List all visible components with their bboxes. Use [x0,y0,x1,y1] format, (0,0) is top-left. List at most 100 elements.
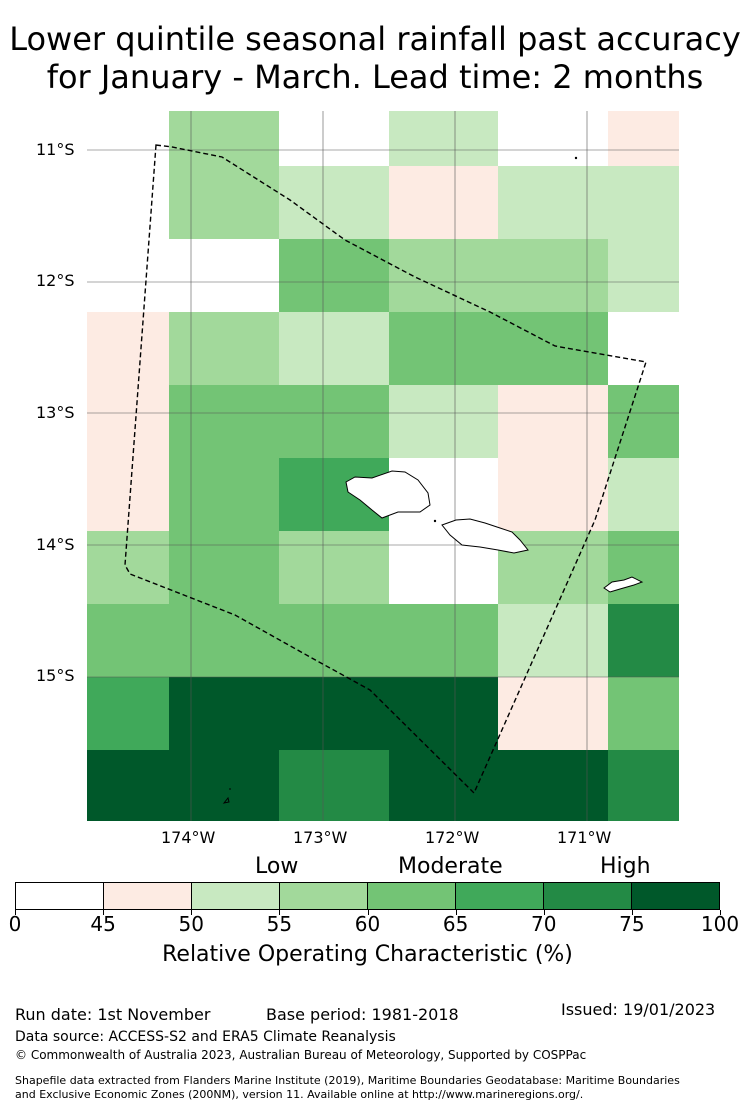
grid-cell [608,750,679,821]
colorbar-tick-mark [279,910,281,915]
upolu-savaii-island [345,470,431,519]
colorbar-tick-label: 50 [178,912,204,936]
colorbar-tick-mark [455,910,457,915]
grid-cell [608,312,679,385]
grid-cell [279,750,389,821]
colorbar-tick-mark [15,910,16,915]
base-period: Base period: 1981-2018 [266,1005,459,1024]
grid-cell [279,239,389,312]
eez-boundary [124,144,647,795]
grid-cell [169,458,279,531]
grid-cell [87,604,169,677]
grid-cell [498,312,608,385]
colorbar-tick-mark [367,910,369,915]
colorbar [15,882,720,910]
grid-cell [498,239,608,312]
grid-cell [87,677,169,750]
islet-marker [222,788,231,804]
lon-label-172w: 172°W [425,828,480,847]
grid-cell [169,385,279,458]
shapefile-credit: Shapefile data extracted from Flanders M… [15,1074,750,1102]
grid-cell [608,604,679,677]
colorbar-segment [544,883,632,909]
grid-cell [87,458,169,531]
grid-cell [87,385,169,458]
grid-cell [169,750,279,821]
lon-label-173w: 173°W [293,828,348,847]
lon-label-174w: 174°W [161,828,216,847]
grid-cells [87,111,679,821]
copyright: © Commonwealth of Australia 2023, Austra… [15,1048,587,1062]
title-line-2: for January - March. Lead time: 2 months [46,58,704,96]
colorbar-tick-mark [103,910,105,915]
grid-cell [279,111,389,166]
colorbar-tick-label: 55 [266,912,293,936]
grid-cell [608,531,679,604]
colorbar-tick-label: 0 [8,912,22,936]
grid-cell [279,166,389,239]
grid-cell [389,385,498,458]
shapefile-credit-line-2: and Exclusive Economic Zones (200NM), ve… [15,1088,584,1101]
grid-cell [498,385,608,458]
data-source: Data source: ACCESS-S2 and ERA5 Climate … [15,1029,396,1045]
colorbar-segment [104,883,192,909]
grid-cell [498,166,608,239]
grid-cell [608,677,679,750]
grid-cell [389,239,498,312]
colorbar-tick-mark [543,910,545,915]
grid-cell [169,604,279,677]
grid-cell [498,604,608,677]
grid-cell [389,166,498,239]
rainfall-accuracy-map [87,111,679,821]
lat-label-15s: 15°S [36,666,75,685]
grid-cell [608,166,679,239]
colorbar-tick-label: 70 [531,912,557,936]
colorbar-tick-label: 75 [619,912,645,936]
grid-cell [389,604,498,677]
tutuila-island [603,576,644,593]
grid-cell [169,111,279,166]
legend-category-low: Low [255,854,299,879]
grid-cell [279,677,389,750]
islet-marker [433,519,437,523]
grid-cell [498,750,608,821]
lon-label-171w: 171°W [557,828,612,847]
colorbar-segment [456,883,544,909]
grid-cell [389,677,498,750]
grid-cell [608,239,679,312]
colorbar-segment [632,883,719,909]
grid-cell [498,677,608,750]
upolu-island [441,518,529,554]
grid-cell [279,385,389,458]
grid-cell [279,312,389,385]
grid-cell [389,111,498,166]
grid-cell [608,111,679,166]
grid-cell [169,531,279,604]
grid-cell [279,531,389,604]
issued-date: Issued: 19/01/2023 [561,1000,716,1019]
legend-category-moderate: Moderate [398,854,503,879]
grid-cell [169,677,279,750]
run-date: Run date: 1st November [15,1005,211,1024]
legend-category-high: High [600,854,651,879]
lat-label-14s: 14°S [36,535,75,554]
colorbar-label: Relative Operating Characteristic (%) [162,942,573,967]
colorbar-tick-label: 65 [442,912,469,936]
grid-cell [169,239,279,312]
colorbar-tick-label: 45 [90,912,116,936]
grid-cell [87,531,169,604]
grid-cell [498,458,608,531]
lat-label-11s: 11°S [36,140,75,159]
title-line-1: Lower quintile seasonal rainfall past ac… [9,20,741,58]
shapefile-credit-line-1: Shapefile data extracted from Flanders M… [15,1074,680,1087]
colorbar-tick-mark [720,910,721,915]
graticule [87,111,679,821]
lat-label-13s: 13°S [36,403,75,422]
grid-cell [389,750,498,821]
colorbar-segment [368,883,456,909]
colorbar-segment [192,883,280,909]
grid-cell [169,166,279,239]
grid-cell [498,111,608,166]
colorbar-tick-mark [631,910,633,915]
grid-cell [608,385,679,458]
